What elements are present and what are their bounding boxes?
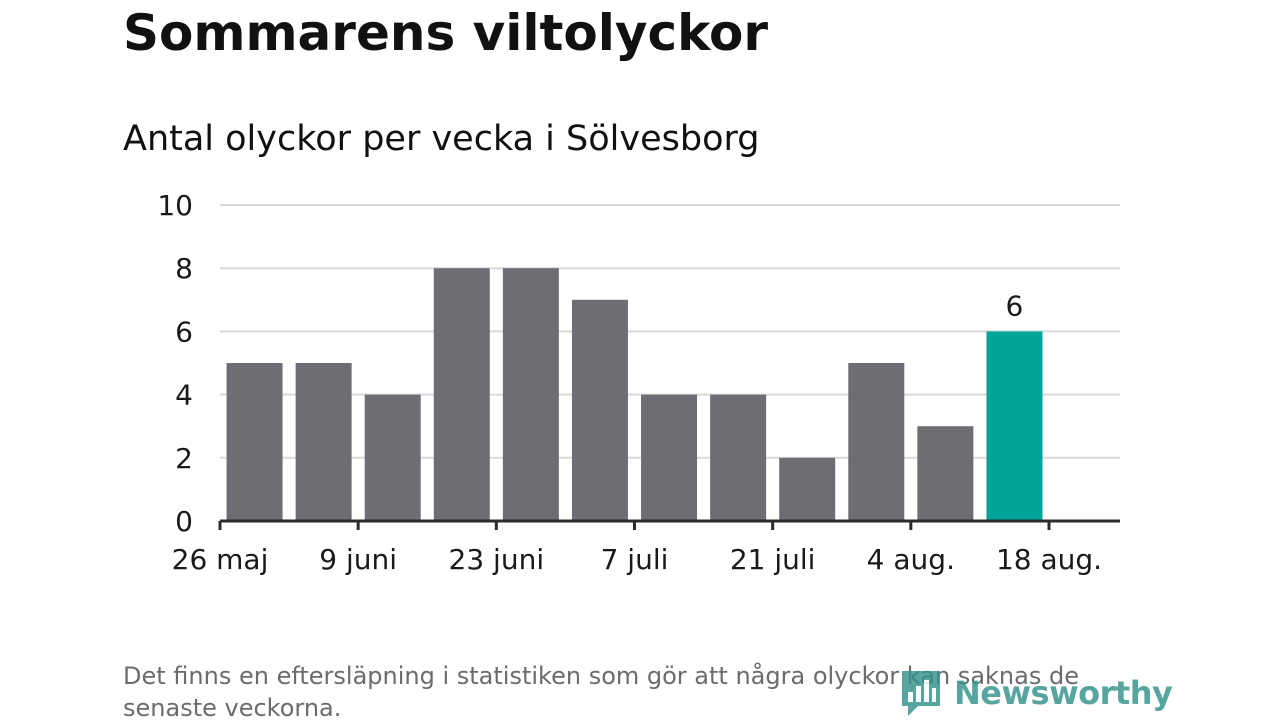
y-tick-label: 4 <box>175 379 193 412</box>
x-tick-label: 26 maj <box>172 543 269 576</box>
brand-logo: Newsworthy <box>898 668 1173 718</box>
x-tick-label: 9 juni <box>319 543 397 576</box>
chart-title: Sommarens viltolyckor <box>123 4 769 62</box>
bar <box>848 363 905 521</box>
bar <box>226 363 283 521</box>
bar <box>502 268 559 521</box>
data-label: 6 <box>1006 289 1024 322</box>
chart-subtitle: Antal olyckor per vecka i Sölvesborg <box>123 119 760 159</box>
brand-name: Newsworthy <box>954 674 1173 712</box>
x-tick-label: 23 juni <box>449 543 545 576</box>
bar <box>571 299 628 521</box>
x-tick-label: 21 juli <box>730 543 816 576</box>
y-tick-label: 6 <box>175 315 193 348</box>
x-tick-label: 4 aug. <box>867 543 955 576</box>
y-tick-label: 10 <box>157 189 193 222</box>
y-tick-label: 0 <box>175 505 193 538</box>
bars <box>226 268 1043 521</box>
data-labels: 6 <box>1006 289 1024 322</box>
y-tick-label: 2 <box>175 442 193 475</box>
bar <box>641 394 698 521</box>
bar <box>433 268 490 521</box>
bar <box>710 394 767 521</box>
x-tick-label: 18 aug. <box>996 543 1102 576</box>
x-axis <box>218 519 1120 530</box>
y-axis-tick-labels: 0 2 4 6 8 10 <box>157 189 193 538</box>
x-tick-label: 7 juli <box>601 543 669 576</box>
y-tick-label: 8 <box>175 252 193 285</box>
bar-chart-speech-bubble-icon <box>902 671 940 716</box>
bar-highlight <box>986 331 1043 521</box>
bar <box>917 426 974 521</box>
bar <box>364 394 421 521</box>
x-axis-tick-labels: 26 maj 9 juni 23 juni 7 juli 21 juli 4 aug. 18… <box>172 543 1102 576</box>
bar <box>295 363 352 521</box>
bar <box>779 457 836 521</box>
